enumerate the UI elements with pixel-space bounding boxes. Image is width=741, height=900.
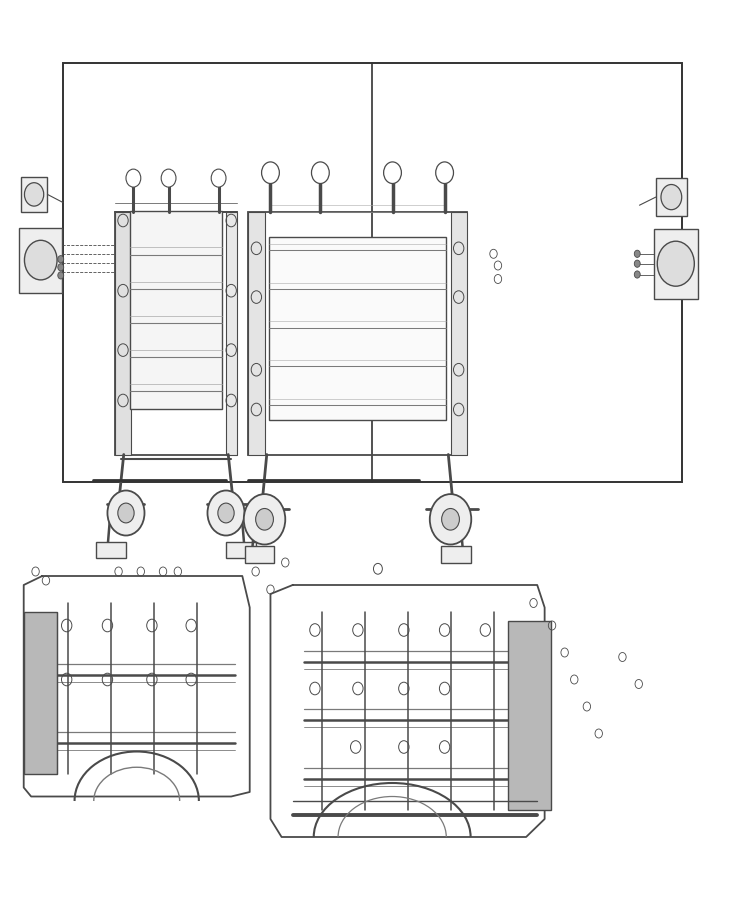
Circle shape <box>24 183 44 206</box>
Bar <box>115 212 131 454</box>
Circle shape <box>657 241 694 286</box>
Bar <box>656 178 687 216</box>
Circle shape <box>244 494 285 544</box>
Circle shape <box>256 508 273 530</box>
Circle shape <box>211 169 226 187</box>
Bar <box>248 212 467 454</box>
Circle shape <box>58 256 64 263</box>
Bar <box>226 542 256 558</box>
Bar <box>508 621 551 810</box>
Bar <box>63 63 682 482</box>
Circle shape <box>58 272 64 279</box>
Circle shape <box>661 184 682 210</box>
Circle shape <box>634 260 640 267</box>
Bar <box>269 237 446 420</box>
Circle shape <box>207 491 245 536</box>
Bar <box>451 212 467 454</box>
Circle shape <box>436 162 453 184</box>
Bar <box>248 212 265 454</box>
Circle shape <box>118 503 134 523</box>
Circle shape <box>634 271 640 278</box>
Circle shape <box>58 264 64 271</box>
Circle shape <box>24 240 57 280</box>
Circle shape <box>262 162 279 184</box>
Circle shape <box>384 162 402 184</box>
Circle shape <box>442 508 459 530</box>
Bar <box>245 546 274 562</box>
Bar <box>21 177 47 212</box>
Bar <box>19 228 62 292</box>
Circle shape <box>218 503 234 523</box>
Bar <box>96 542 126 558</box>
Bar <box>654 229 698 299</box>
Circle shape <box>161 169 176 187</box>
Bar <box>24 612 57 774</box>
Circle shape <box>430 494 471 544</box>
Circle shape <box>634 250 640 257</box>
Bar <box>130 212 222 410</box>
Bar <box>441 546 471 562</box>
Circle shape <box>311 162 329 184</box>
Circle shape <box>107 491 144 536</box>
Bar <box>115 212 237 454</box>
Circle shape <box>126 169 141 187</box>
Bar <box>226 212 237 454</box>
